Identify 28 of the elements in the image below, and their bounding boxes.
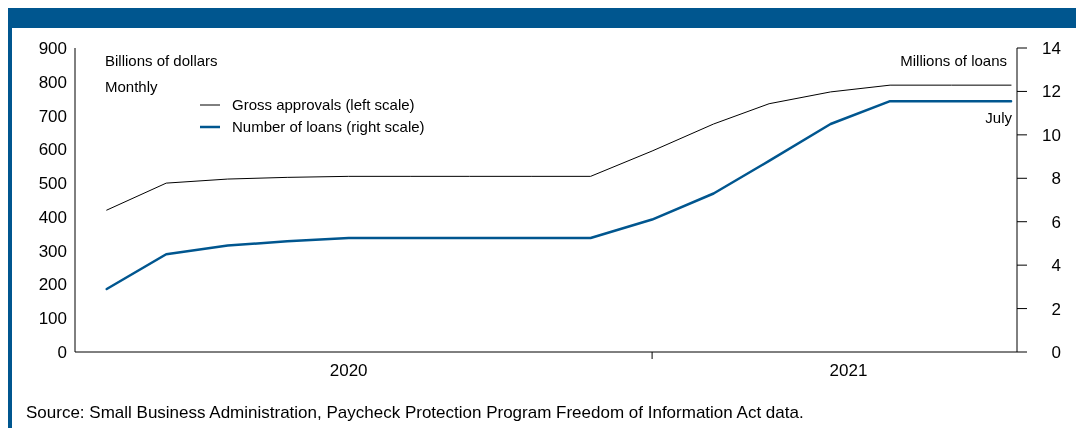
annotation: July	[985, 109, 1013, 126]
y2-tick-label: 10	[1042, 125, 1061, 145]
y-tick-label: 800	[38, 72, 67, 92]
y-tick-label: 900	[38, 38, 67, 58]
y2-tick-label: 2	[1051, 299, 1061, 319]
annotation: Monthly	[105, 78, 159, 95]
y2-tick-label: 12	[1042, 82, 1061, 102]
y-tick-label: 600	[38, 140, 67, 160]
y2-tick-label: 0	[1051, 342, 1061, 362]
y2-tick-label: 6	[1051, 212, 1061, 232]
source-note: Source: Small Business Administration, Paycheck Protection Program Freedom of Information Act data.	[26, 403, 804, 422]
legend-label: Number of loans (right scale)	[232, 118, 425, 136]
y2-tick-label: 8	[1051, 169, 1061, 189]
y-tick-label: 100	[38, 309, 67, 329]
line-series	[105, 99, 1013, 291]
x-tick-label: 2021	[829, 361, 868, 380]
y-tick-label: 400	[38, 207, 67, 227]
y-tick-label: 300	[38, 241, 67, 261]
legend-label: Gross approvals (left scale)	[232, 96, 415, 114]
y-tick-label: 0	[57, 342, 67, 362]
y2-axis-title: Millions of loans	[900, 52, 1007, 69]
y2-tick-label: 14	[1042, 38, 1061, 58]
y-tick-label: 200	[38, 275, 67, 295]
y2-tick-label: 4	[1051, 256, 1061, 276]
y-tick-label: 700	[38, 106, 67, 126]
x-tick-label: 2020	[329, 361, 368, 380]
y-tick-label: 500	[38, 174, 67, 194]
y-axis-title: Billions of dollars	[105, 52, 218, 69]
